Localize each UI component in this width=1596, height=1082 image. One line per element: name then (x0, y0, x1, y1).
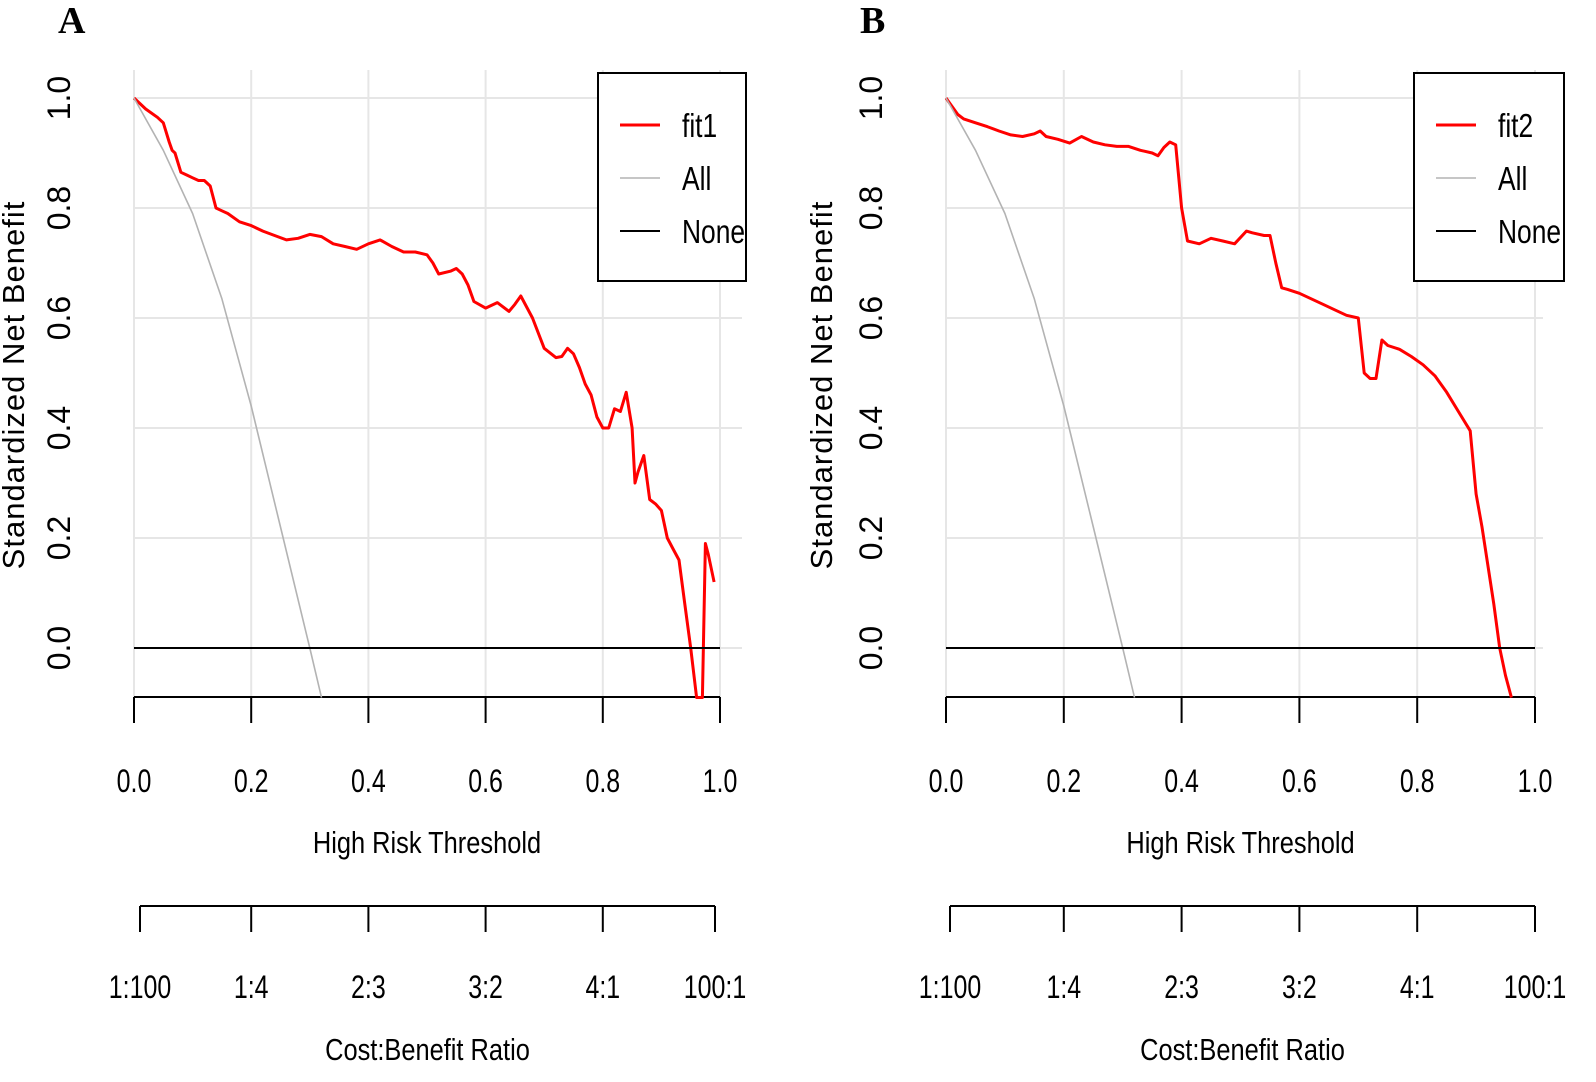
cost-benefit-tick-label: 1:100 (109, 970, 171, 1006)
panel-label: B (860, 0, 885, 42)
cost-benefit-tick-label: 1:4 (1046, 970, 1081, 1006)
x-axis: 0.0 0.2 0.4 0.6 0.8 1.0 High Risk Threshold (117, 696, 738, 861)
x-tick-label: 0.4 (351, 764, 386, 800)
x-tick-label: 0.0 (117, 764, 152, 800)
y-tick-label: 0.2 (853, 516, 889, 560)
legend: fit2 All None (1413, 72, 1565, 282)
legend-label: fit2 (1498, 108, 1533, 144)
x-tick-label: 0.0 (929, 764, 964, 800)
y-axis-title: Standardized Net Benefit (804, 201, 839, 570)
legend-label: All (1498, 161, 1527, 197)
y-tick-label: 1.0 (853, 76, 889, 120)
cost-benefit-tick-label: 100:1 (684, 970, 746, 1006)
cost-benefit-title: Cost:Benefit Ratio (325, 1033, 530, 1068)
y-axis: 0.0 0.2 0.4 0.6 0.8 1.0 Standardized Net Benef… (804, 76, 889, 670)
y-tick-label: 0.8 (41, 186, 77, 230)
x-tick-label: 0.6 (1282, 764, 1317, 800)
x-tick-label: 0.8 (585, 764, 620, 800)
y-tick-label: 0.0 (41, 626, 77, 670)
x-tick-label: 1.0 (1518, 764, 1553, 800)
series-group (132, 96, 720, 699)
cost-benefit-tick-label: 3:2 (468, 970, 503, 1006)
cost-benefit-axis: 1:100 1:4 2:3 3:2 4:1 100:1 Cost:Benefit Ratio (109, 905, 746, 1068)
y-tick-label: 0.4 (853, 406, 889, 450)
grid (945, 70, 1543, 697)
y-axis-title: Standardized Net Benefit (0, 201, 31, 570)
series-line-fit1 (132, 96, 716, 699)
series-line-all (945, 97, 1136, 698)
legend-label: None (1498, 214, 1561, 250)
series-line-fit2 (944, 97, 1513, 698)
y-tick-label: 0.8 (853, 186, 889, 230)
cost-benefit-tick-label: 4:1 (1400, 970, 1435, 1006)
cost-benefit-tick-label: 100:1 (1504, 970, 1566, 1006)
y-tick-label: 0.6 (853, 296, 889, 340)
series-group (944, 97, 1535, 698)
x-tick-label: 0.4 (1164, 764, 1199, 800)
x-tick-label: 0.2 (1046, 764, 1081, 800)
x-axis-title: High Risk Threshold (1126, 826, 1354, 861)
y-tick-label: 0.6 (41, 296, 77, 340)
cost-benefit-axis: 1:100 1:4 2:3 3:2 4:1 100:1 Cost:Benefit Ratio (919, 905, 1566, 1068)
y-axis: 0.0 0.2 0.4 0.6 0.8 1.0 Standardized Net Benef… (0, 76, 77, 670)
legend-label: None (682, 214, 745, 250)
x-axis-title: High Risk Threshold (313, 826, 541, 861)
legend: fit1 All None (597, 72, 747, 282)
cost-benefit-tick-label: 4:1 (585, 970, 620, 1006)
y-tick-label: 0.2 (41, 516, 77, 560)
legend-box (1413, 72, 1565, 282)
x-tick-label: 0.6 (468, 764, 503, 800)
series-line-all (133, 97, 323, 698)
legend-label: All (682, 161, 711, 197)
x-axis: 0.0 0.2 0.4 0.6 0.8 1.0 High Risk Threshold (929, 696, 1553, 861)
cost-benefit-tick-label: 1:4 (234, 970, 269, 1006)
x-tick-label: 0.8 (1400, 764, 1435, 800)
y-tick-label: 0.4 (41, 406, 77, 450)
panel-label: A (58, 0, 86, 42)
cost-benefit-tick-label: 1:100 (919, 970, 981, 1006)
y-tick-label: 1.0 (41, 76, 77, 120)
y-tick-label: 0.0 (853, 626, 889, 670)
cost-benefit-tick-label: 2:3 (351, 970, 386, 1006)
cost-benefit-tick-label: 2:3 (1164, 970, 1199, 1006)
cost-benefit-tick-label: 3:2 (1282, 970, 1317, 1006)
x-tick-label: 1.0 (703, 764, 738, 800)
cost-benefit-title: Cost:Benefit Ratio (1140, 1033, 1345, 1068)
x-tick-label: 0.2 (234, 764, 269, 800)
legend-box (597, 72, 747, 282)
legend-label: fit1 (682, 108, 717, 144)
